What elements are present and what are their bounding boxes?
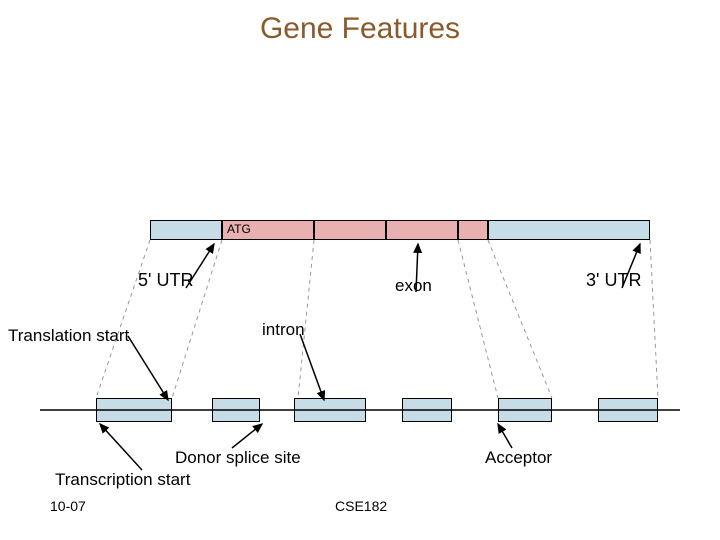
donor-splice-label: Donor splice site xyxy=(175,448,301,468)
five-prime-utr-label: 5' UTR xyxy=(138,270,193,291)
transcription-start-label: Transcription start xyxy=(55,470,190,490)
donor-arrow xyxy=(232,424,262,448)
intron-arrow xyxy=(300,334,324,400)
intron-label: intron xyxy=(262,320,305,340)
translation-arrow xyxy=(128,336,168,400)
footer-center: CSE182 xyxy=(335,498,387,514)
acceptor-label: Acceptor xyxy=(485,448,552,468)
footer-left: 10-07 xyxy=(50,498,86,514)
transcription-arrow xyxy=(100,424,142,470)
acceptor-arrow xyxy=(498,424,512,448)
gene-features-diagram: Gene Features ATG 5' UTR 3' UTR exon int… xyxy=(0,0,720,540)
translation-start-label: Translation start xyxy=(8,326,129,346)
exon-label: exon xyxy=(395,276,432,296)
three-prime-utr-label: 3' UTR xyxy=(586,270,641,291)
